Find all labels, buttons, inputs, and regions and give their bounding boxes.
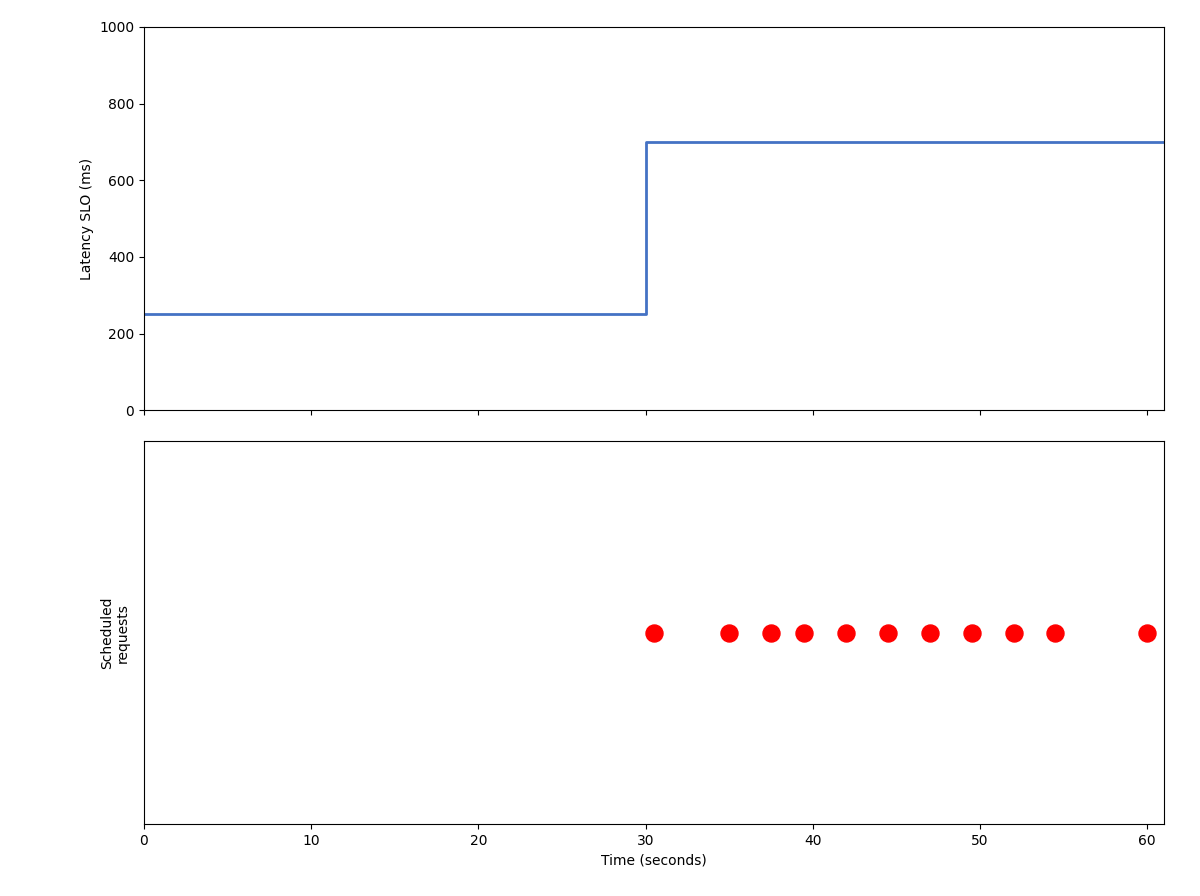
Point [644, 625, 664, 640]
Point [762, 625, 781, 640]
Point [794, 625, 814, 640]
Point [1045, 625, 1064, 640]
Point [836, 625, 856, 640]
Y-axis label: Latency SLO (ms): Latency SLO (ms) [79, 158, 94, 280]
Point [1004, 625, 1024, 640]
Point [720, 625, 739, 640]
Y-axis label: Scheduled
requests: Scheduled requests [100, 597, 130, 669]
Point [920, 625, 940, 640]
Point [962, 625, 982, 640]
X-axis label: Time (seconds): Time (seconds) [601, 854, 707, 867]
Point [1138, 625, 1157, 640]
Point [878, 625, 898, 640]
